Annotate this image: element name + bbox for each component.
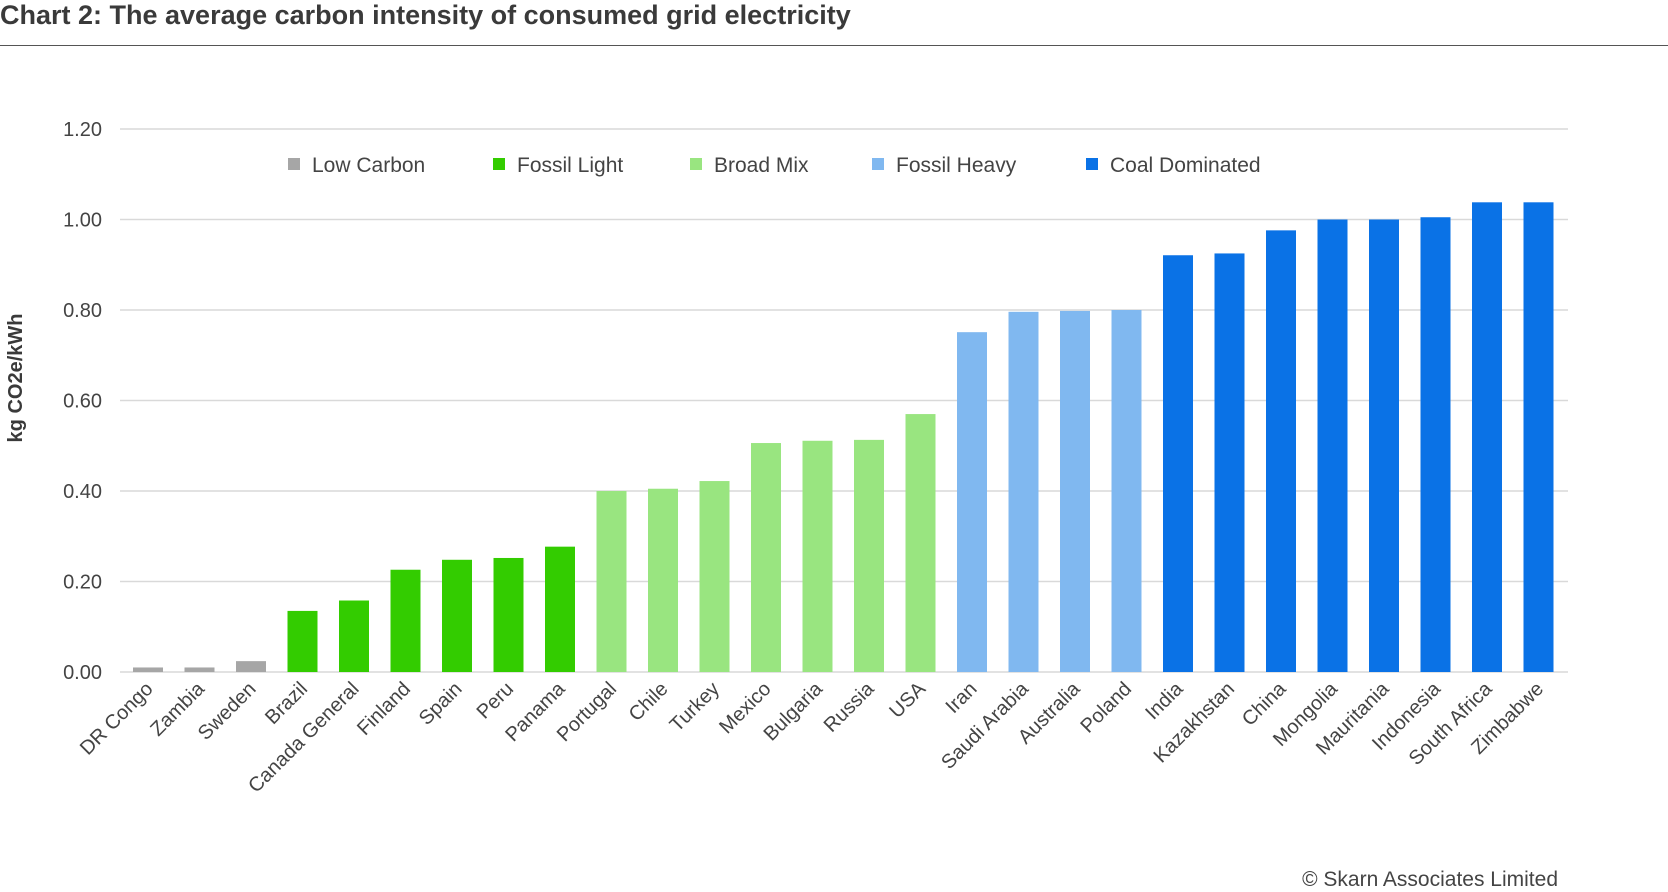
- x-tick-label: Spain: [415, 678, 467, 730]
- bar-usa: [905, 414, 936, 672]
- bar-saudi-arabia: [1008, 311, 1039, 672]
- legend-label: Coal Dominated: [1110, 154, 1261, 177]
- gridlines: [120, 128, 1568, 673]
- x-tick-label: Poland: [1076, 678, 1136, 738]
- bar-china: [1266, 230, 1296, 673]
- bars: [133, 202, 1554, 673]
- bar-portugal: [596, 491, 627, 672]
- bar-mauritania: [1369, 219, 1399, 672]
- x-tick-label: Iran: [942, 678, 982, 718]
- y-tick-label: 1.00: [63, 210, 102, 232]
- bar-indonesia: [1420, 217, 1451, 673]
- legend-label: Fossil Heavy: [896, 154, 1017, 177]
- x-tick-label: Bulgaria: [760, 677, 828, 745]
- bar-zambia: [184, 667, 215, 672]
- x-tick-label: USA: [885, 678, 930, 723]
- bar-finland: [390, 569, 421, 672]
- bar-panama: [545, 546, 575, 672]
- bar-poland: [1111, 310, 1142, 672]
- bar-canada-general: [339, 600, 369, 672]
- copyright-credit: © Skarn Associates Limited: [1302, 868, 1558, 891]
- y-tick-label: 0.20: [63, 572, 102, 594]
- y-tick-label: 0.40: [63, 481, 102, 503]
- x-tick-label: Russia: [820, 677, 879, 736]
- legend-label: Low Carbon: [312, 154, 425, 177]
- y-tick-label: 0.80: [63, 300, 102, 322]
- x-tick-label: Chile: [625, 678, 673, 726]
- bar-iran: [957, 332, 987, 672]
- bar-kazakhstan: [1214, 253, 1245, 672]
- legend-label: Broad Mix: [714, 154, 809, 177]
- bar-spain: [442, 559, 472, 672]
- bar-chile: [648, 488, 678, 672]
- bar-india: [1163, 255, 1193, 672]
- legend-swatch: [288, 158, 300, 170]
- bar-peru: [493, 557, 524, 672]
- bar-mongolia: [1317, 219, 1348, 672]
- x-tick-label: DR Congo: [76, 678, 158, 760]
- bar-zimbabwe: [1523, 202, 1554, 672]
- x-tick-label: Peru: [473, 678, 518, 723]
- bar-turkey: [699, 481, 730, 672]
- title-divider: [0, 45, 1668, 46]
- legend-swatch: [690, 158, 702, 170]
- bar-dr-congo: [133, 667, 163, 672]
- y-axis-title: kg CO2e/kWh: [5, 314, 27, 443]
- x-tick-label: Finland: [353, 678, 415, 740]
- bar-brazil: [287, 610, 318, 672]
- chart-title: Chart 2: The average carbon intensity of…: [0, 0, 851, 30]
- legend-swatch: [1086, 158, 1098, 170]
- y-tick-label: 1.20: [63, 119, 102, 141]
- bar-mexico: [751, 443, 781, 672]
- legend: Low Carbon Fossil Light Broad Mix Fossil He…: [288, 154, 1261, 177]
- bar-south-africa: [1472, 202, 1502, 672]
- legend-swatch: [872, 158, 884, 170]
- bar-russia: [854, 439, 884, 672]
- y-tick-label: 0.00: [63, 662, 102, 684]
- legend-swatch: [493, 158, 505, 170]
- x-tick-label: Sweden: [194, 678, 261, 745]
- x-tick-label: India: [1141, 677, 1188, 724]
- bar-sweden: [236, 661, 266, 672]
- y-tick-label: 0.60: [63, 391, 102, 413]
- x-tick-label: Turkey: [666, 678, 724, 736]
- y-axis-ticks: 0.00 0.20 0.40 0.60 0.80 1.00 1.20: [63, 119, 102, 684]
- bar-bulgaria: [802, 440, 833, 672]
- legend-label: Fossil Light: [517, 154, 623, 177]
- bar-australia: [1060, 310, 1090, 672]
